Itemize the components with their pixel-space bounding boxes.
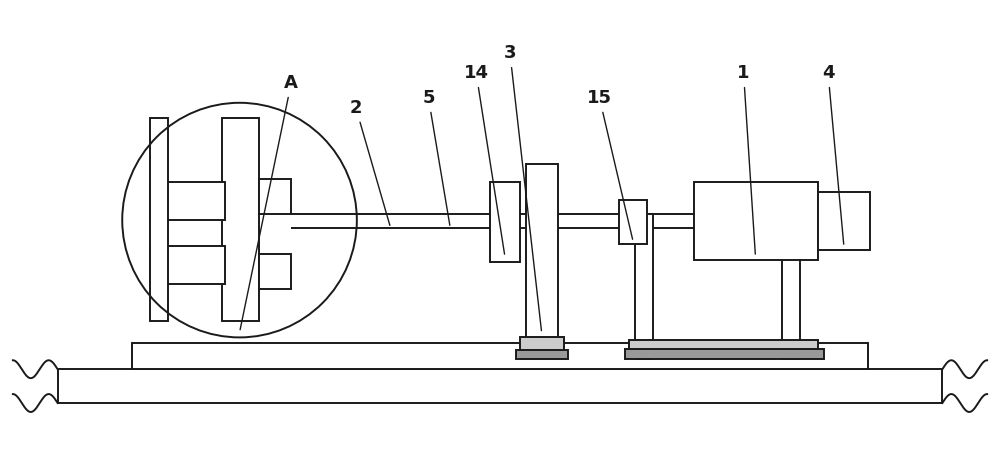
Bar — [818, 192, 870, 250]
Bar — [150, 182, 225, 220]
Text: 14: 14 — [464, 64, 505, 254]
Text: 15: 15 — [587, 89, 633, 239]
Bar — [635, 214, 653, 359]
Bar — [520, 337, 564, 351]
Bar — [150, 118, 168, 321]
Bar — [694, 182, 818, 260]
Text: 3: 3 — [504, 44, 541, 331]
Bar — [526, 164, 558, 338]
Text: 4: 4 — [822, 64, 844, 244]
Bar — [222, 118, 259, 321]
Bar — [619, 200, 647, 244]
Text: 1: 1 — [737, 64, 755, 254]
Bar — [782, 214, 800, 359]
Bar — [516, 350, 568, 359]
Text: 5: 5 — [422, 89, 450, 225]
Bar — [150, 246, 225, 284]
Bar — [259, 179, 291, 214]
Text: 2: 2 — [350, 99, 390, 225]
Bar — [490, 182, 520, 262]
Text: A: A — [240, 74, 298, 330]
Bar — [259, 254, 291, 289]
Bar — [132, 343, 868, 369]
Bar — [625, 349, 824, 359]
Bar — [629, 340, 818, 350]
